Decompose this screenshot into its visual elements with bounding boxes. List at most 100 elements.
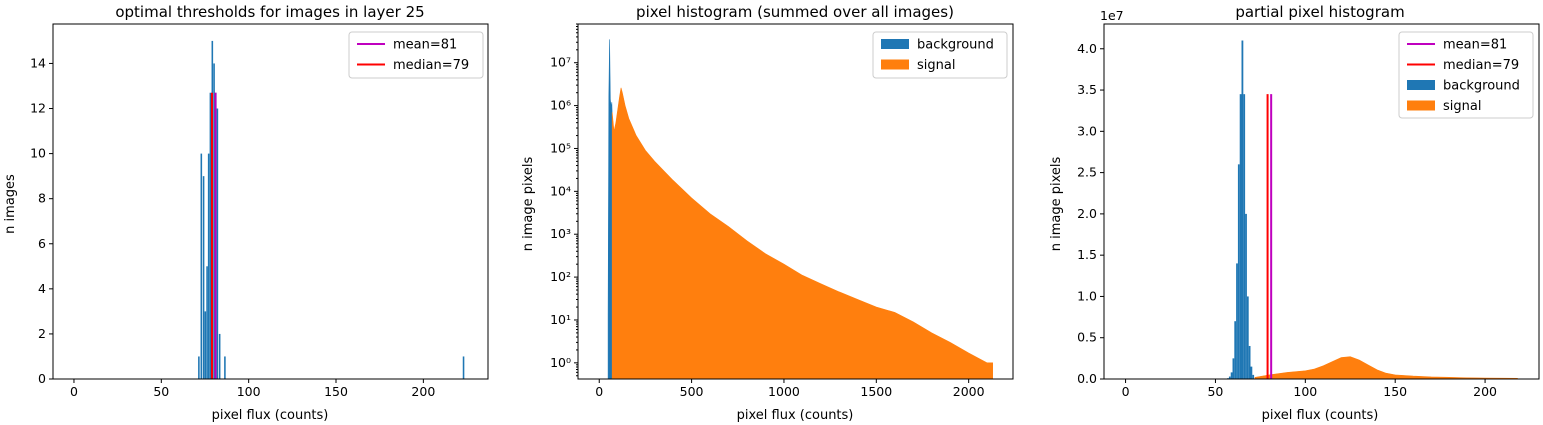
histogram-bar xyxy=(204,311,207,379)
x-tick-label: 1500 xyxy=(860,384,892,399)
y-tick-label: 1.5 xyxy=(1077,247,1097,262)
legend: background signal xyxy=(872,31,1008,79)
x-tick-label: 100 xyxy=(1293,384,1317,399)
y-tick-label: 12 xyxy=(30,101,46,116)
histogram-bar xyxy=(218,333,221,379)
x-axis-label: pixel flux (counts) xyxy=(1262,408,1379,423)
y-tick-label: 10 xyxy=(30,146,46,161)
chart-panel-thresholds: optimal thresholds for images in layer 2… xyxy=(3,3,489,423)
legend-label: background xyxy=(1443,79,1520,94)
histogram-bar xyxy=(462,356,465,379)
plot-area xyxy=(607,39,993,380)
legend-label: background xyxy=(917,38,994,53)
axes-frame xyxy=(1103,23,1540,380)
y-tick-label: 10⁵ xyxy=(550,140,571,155)
histogram-bar xyxy=(1245,213,1247,379)
y-axis-label: n images xyxy=(3,174,18,234)
histogram-bar xyxy=(209,92,212,379)
histogram-bar xyxy=(1243,94,1246,380)
histogram-area xyxy=(607,39,613,380)
x-tick-label: 200 xyxy=(1473,384,1497,399)
y-tick-label: 10² xyxy=(550,269,571,284)
histogram-bar xyxy=(202,176,205,379)
histogram-bar xyxy=(224,356,226,379)
y-tick-label: 10⁴ xyxy=(550,183,571,198)
chart-panel-partial-histogram: partial pixel histogram pixel flux (coun… xyxy=(1049,3,1540,423)
histogram-bar xyxy=(1237,164,1240,379)
histogram-area xyxy=(1254,356,1518,380)
y-tick-label: 0.0 xyxy=(1077,371,1097,386)
histogram-bar xyxy=(216,108,219,380)
histogram-bar xyxy=(206,266,208,379)
histogram-area xyxy=(611,87,993,380)
y-tick-label: 10⁰ xyxy=(550,355,571,370)
y-tick-label: 2.5 xyxy=(1077,165,1097,180)
series-thresholds xyxy=(198,40,465,380)
y-tick-label: 10⁶ xyxy=(550,98,571,113)
y-tick-label: 10⁷ xyxy=(550,55,571,70)
x-tick-label: 0 xyxy=(595,384,603,399)
x-tick-label: 100 xyxy=(237,384,261,399)
legend: mean=81 median=79 background signal xyxy=(1398,31,1534,119)
x-tick-label: 50 xyxy=(1207,384,1223,399)
chart-title: partial pixel histogram xyxy=(1235,3,1404,21)
histogram-bar xyxy=(1236,263,1238,379)
legend-label: mean=81 xyxy=(393,38,457,53)
y-tick-label: 2 xyxy=(38,326,46,341)
y-tick-label: 0.5 xyxy=(1077,330,1097,345)
x-axis-label: pixel flux (counts) xyxy=(737,408,854,423)
legend-patch-swatch xyxy=(881,39,909,49)
y-axis-label: n image pixels xyxy=(521,157,536,252)
histogram-bar xyxy=(1250,366,1253,379)
series-signal xyxy=(611,87,993,380)
histogram-bar xyxy=(1239,94,1242,380)
y-tick-label: 3.5 xyxy=(1077,82,1097,97)
y-tick-label: 6 xyxy=(38,236,46,251)
chart-panel-pixel-histogram: pixel histogram (summed over all images)… xyxy=(521,3,1014,423)
histogram-bar xyxy=(1234,321,1237,379)
y-tick-label: 2.0 xyxy=(1077,206,1097,221)
x-tick-label: 500 xyxy=(680,384,704,399)
legend: mean=81 median=79 xyxy=(348,31,484,79)
y-offset-label: 1e7 xyxy=(1100,8,1124,23)
histogram-bar xyxy=(1232,358,1235,379)
histogram-bar xyxy=(207,153,210,379)
axes-frame xyxy=(577,23,1014,380)
series-background xyxy=(607,39,613,380)
histogram-bar xyxy=(1246,296,1249,379)
y-tick-label: 10¹ xyxy=(550,312,571,327)
y-tick-label: 3.0 xyxy=(1077,123,1097,138)
x-tick-label: 50 xyxy=(153,384,169,399)
x-tick-label: 150 xyxy=(1383,384,1407,399)
histogram-bar xyxy=(213,63,215,379)
y-tick-label: 0 xyxy=(38,371,46,386)
x-tick-label: 150 xyxy=(324,384,348,399)
x-tick-label: 200 xyxy=(411,384,435,399)
histogram-bar xyxy=(1248,345,1251,379)
chart-title: optimal thresholds for images in layer 2… xyxy=(115,3,424,21)
x-tick-label: 0 xyxy=(1122,384,1130,399)
legend-label: mean=81 xyxy=(1443,38,1507,53)
histogram-bar xyxy=(1252,374,1255,379)
histogram-bar xyxy=(1241,40,1244,379)
legend-box xyxy=(1398,31,1534,119)
legend-label: median=79 xyxy=(393,58,469,73)
chart-title: pixel histogram (summed over all images) xyxy=(636,3,954,21)
legend-label: median=79 xyxy=(1443,58,1519,73)
legend-patch-swatch xyxy=(881,59,909,70)
axes-frame xyxy=(52,23,489,380)
plot-area xyxy=(1227,40,1518,380)
legend-label: signal xyxy=(1443,99,1481,114)
y-tick-label: 8 xyxy=(38,191,46,206)
legend-patch-swatch xyxy=(1407,100,1435,111)
series-signal xyxy=(1254,356,1518,380)
x-axis-label: pixel flux (counts) xyxy=(212,408,329,423)
series-background xyxy=(1227,40,1255,380)
x-tick-label: 1000 xyxy=(768,384,800,399)
plot-area xyxy=(198,40,465,380)
y-axis-label: n image pixels xyxy=(1049,157,1064,252)
histogram-bar xyxy=(198,356,200,379)
x-tick-label: 0 xyxy=(70,384,78,399)
histogram-bar xyxy=(1228,376,1231,379)
y-tick-label: 14 xyxy=(30,55,46,70)
